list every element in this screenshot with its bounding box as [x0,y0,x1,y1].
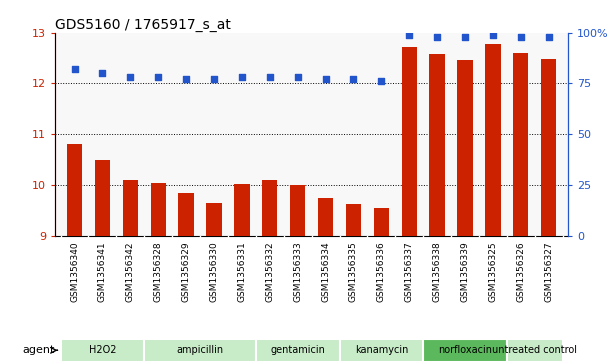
Point [544,34,554,40]
Text: H2O2: H2O2 [89,345,116,355]
Point [237,74,247,80]
Text: GSM1356342: GSM1356342 [126,241,135,302]
Point [153,74,163,80]
Bar [67,144,82,236]
Text: GSM1356335: GSM1356335 [349,241,358,302]
Point [293,74,302,80]
Text: GSM1356337: GSM1356337 [404,241,414,302]
Text: GSM1356336: GSM1356336 [377,241,386,302]
Text: kanamycin: kanamycin [354,345,408,355]
Bar [60,339,144,362]
Text: GSM1356327: GSM1356327 [544,241,553,302]
Point [432,34,442,40]
Bar [123,180,138,236]
Bar [346,204,361,236]
Point [460,34,470,40]
Point [321,77,331,82]
Point [265,74,275,80]
Text: GSM1356326: GSM1356326 [516,241,525,302]
Text: GSM1356328: GSM1356328 [154,241,163,302]
Point [125,74,135,80]
Point [70,66,79,72]
Text: GSM1356333: GSM1356333 [293,241,302,302]
Text: GSM1356340: GSM1356340 [70,241,79,302]
Bar [178,193,194,236]
Text: GSM1356334: GSM1356334 [321,241,330,302]
Text: gentamicin: gentamicin [270,345,325,355]
Point [516,34,525,40]
Bar [541,59,557,236]
Point [348,77,358,82]
Point [488,32,498,38]
Bar [458,60,473,236]
Point [98,70,108,76]
Text: GSM1356329: GSM1356329 [181,241,191,302]
Text: GSM1356341: GSM1356341 [98,241,107,302]
Text: GSM1356338: GSM1356338 [433,241,442,302]
Text: untreated control: untreated control [492,345,577,355]
Point [209,77,219,82]
Bar [485,44,500,236]
Bar [401,47,417,236]
Bar [374,208,389,236]
Text: ampicillin: ampicillin [177,345,224,355]
Bar [290,185,306,236]
Point [404,32,414,38]
Bar [95,160,110,236]
Text: GSM1356332: GSM1356332 [265,241,274,302]
Bar [507,339,563,362]
Bar [262,180,277,236]
Bar [144,339,256,362]
Bar [318,198,333,236]
Point [181,77,191,82]
Point [376,78,386,84]
Text: GSM1356331: GSM1356331 [238,241,246,302]
Text: GSM1356325: GSM1356325 [488,241,497,302]
Bar [430,54,445,236]
Bar [423,339,507,362]
Text: GSM1356330: GSM1356330 [210,241,219,302]
Text: agent: agent [23,345,55,355]
Bar [256,339,340,362]
Bar [340,339,423,362]
Bar [150,183,166,236]
Bar [234,184,249,236]
Text: GDS5160 / 1765917_s_at: GDS5160 / 1765917_s_at [55,18,231,32]
Text: norfloxacin: norfloxacin [438,345,492,355]
Bar [513,53,529,236]
Bar [207,203,222,236]
Text: GSM1356339: GSM1356339 [461,241,469,302]
